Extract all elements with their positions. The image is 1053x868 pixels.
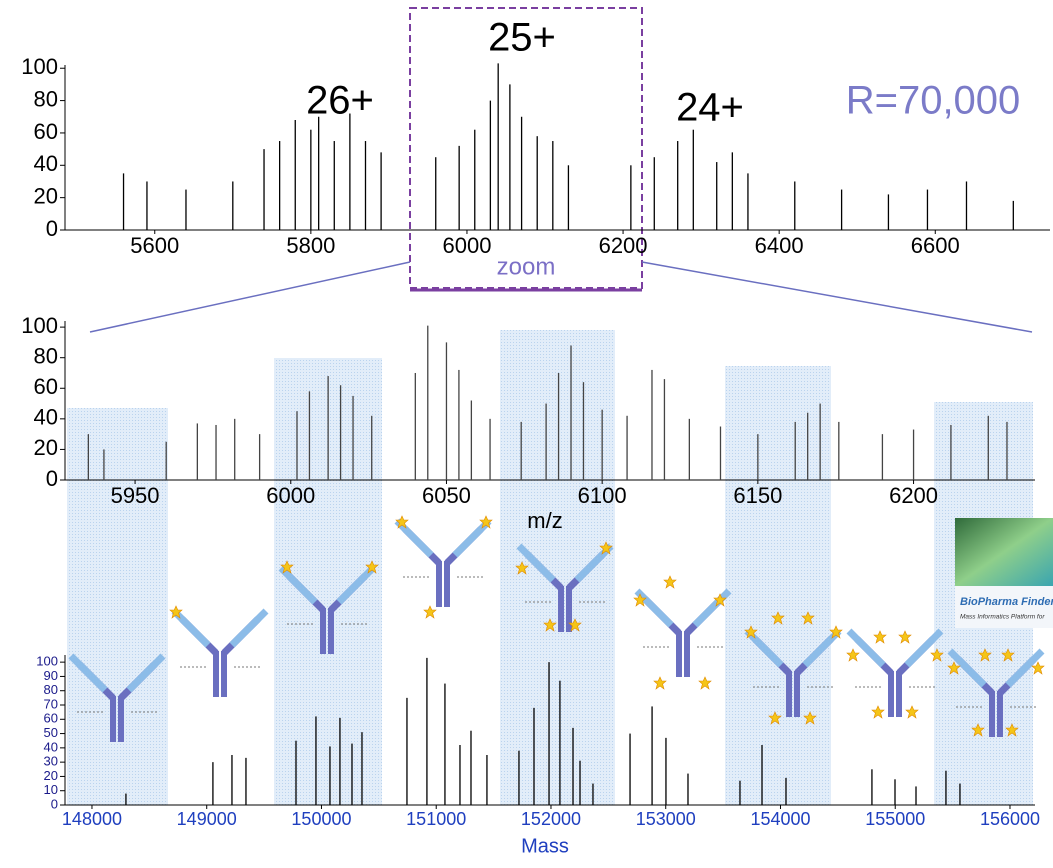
y-tick-label: 100 <box>36 654 58 669</box>
x-tick-label: 155000 <box>865 809 925 829</box>
y-tick-label: 40 <box>44 739 58 754</box>
y-tick-label: 20 <box>34 183 58 208</box>
y-tick-label: 50 <box>44 725 58 740</box>
x-axis-label: Mass <box>521 835 569 857</box>
y-tick-label: 80 <box>44 682 58 697</box>
zoom-box: zoom <box>89 7 1033 333</box>
y-tick-label: 30 <box>44 754 58 769</box>
x-tick-label: 152000 <box>521 809 581 829</box>
charge-label: 24+ <box>676 86 744 130</box>
y-tick-label: 40 <box>34 405 58 430</box>
x-tick-label: 5950 <box>111 483 160 508</box>
x-tick-label: 6150 <box>733 483 782 508</box>
y-tick-label: 40 <box>34 151 58 176</box>
zoom-label: zoom <box>497 253 556 280</box>
logo-title: BioPharma Finder <box>960 596 1053 608</box>
y-tick-label: 0 <box>46 466 58 491</box>
y-tick-label: 0 <box>46 216 58 241</box>
x-tick-label: 154000 <box>750 809 810 829</box>
y-tick-label: 80 <box>34 86 58 111</box>
x-tick-label: 6000 <box>266 483 315 508</box>
y-tick-label: 70 <box>44 696 58 711</box>
x-tick-label: 6400 <box>755 233 804 258</box>
x-tick-label: 151000 <box>406 809 466 829</box>
x-tick-label: 6100 <box>578 483 627 508</box>
highlight-bands <box>67 330 1033 805</box>
y-tick-label: 60 <box>34 374 58 399</box>
y-tick-label: 100 <box>21 54 58 79</box>
y-tick-label: 80 <box>34 344 58 369</box>
logo: BioPharma Finder Mass Informatics Platfo… <box>955 518 1053 628</box>
x-axis-label: m/z <box>527 508 562 533</box>
logo-subtitle: Mass Informatics Platform for <box>960 614 1045 621</box>
y-tick-label: 90 <box>44 668 58 683</box>
x-tick-label: 5600 <box>130 233 179 258</box>
charge-label: 26+ <box>306 79 374 123</box>
y-tick-label: 60 <box>34 119 58 144</box>
charge-label: 25+ <box>488 16 556 60</box>
y-tick-label: 20 <box>34 435 58 460</box>
x-tick-label: 148000 <box>62 809 122 829</box>
x-tick-label: 150000 <box>291 809 351 829</box>
x-tick-label: 6200 <box>599 233 648 258</box>
y-tick-label: 0 <box>51 796 58 811</box>
x-tick-label: 6200 <box>889 483 938 508</box>
y-tick-label: 60 <box>44 711 58 726</box>
x-tick-label: 149000 <box>177 809 237 829</box>
x-tick-label: 156000 <box>980 809 1040 829</box>
x-tick-label: 6600 <box>911 233 960 258</box>
x-tick-label: 6000 <box>442 233 491 258</box>
resolution-label: R=70,000 <box>846 79 1021 123</box>
x-tick-label: 153000 <box>636 809 696 829</box>
y-tick-label: 100 <box>21 313 58 338</box>
x-tick-label: 6050 <box>422 483 471 508</box>
y-tick-label: 10 <box>44 782 58 797</box>
y-tick-label: 20 <box>44 768 58 783</box>
x-tick-label: 5800 <box>286 233 335 258</box>
